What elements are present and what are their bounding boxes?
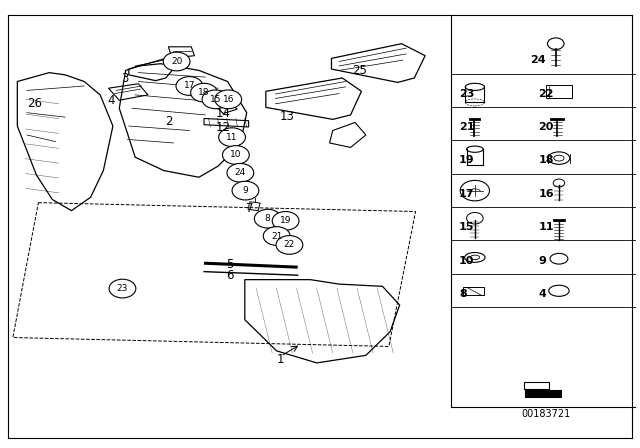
Text: 11: 11 [227,133,238,142]
Text: 9: 9 [243,186,248,195]
Text: 10: 10 [459,255,474,266]
Text: 24: 24 [531,55,546,65]
Text: 15: 15 [210,95,221,104]
Text: 26: 26 [27,97,42,110]
Circle shape [272,211,299,230]
Circle shape [254,209,281,228]
Text: 2: 2 [165,115,173,128]
Text: 18: 18 [198,88,210,97]
Circle shape [276,236,303,254]
Text: 10: 10 [230,151,242,159]
Text: 14: 14 [216,107,230,120]
Text: 15: 15 [459,222,474,232]
Text: 4: 4 [108,94,115,107]
Text: 1: 1 [276,353,284,366]
Text: 19: 19 [459,155,474,165]
Text: 19: 19 [280,216,291,225]
Text: 3: 3 [121,72,128,85]
Circle shape [109,279,136,298]
Text: 16: 16 [539,189,554,199]
Circle shape [263,227,290,246]
Polygon shape [525,390,561,397]
Circle shape [232,181,259,200]
Text: 17: 17 [184,82,195,90]
Circle shape [215,90,242,109]
Text: 20: 20 [539,122,554,132]
Circle shape [163,52,190,71]
Circle shape [223,146,249,164]
Text: 12: 12 [216,121,230,134]
Text: 13: 13 [280,110,294,123]
Circle shape [219,128,246,146]
Text: 00183721: 00183721 [522,409,571,419]
Text: 23: 23 [116,284,128,293]
Circle shape [227,164,253,182]
Text: 11: 11 [539,222,554,232]
Text: 25: 25 [352,64,367,77]
Circle shape [176,77,203,95]
Text: 8: 8 [459,289,467,299]
Circle shape [191,83,218,102]
Text: 8: 8 [265,214,271,223]
Text: 24: 24 [235,168,246,177]
Text: 9: 9 [539,255,547,266]
Text: 4: 4 [539,289,547,299]
Text: 21: 21 [271,232,282,241]
Text: 6: 6 [226,269,233,282]
Text: 22: 22 [539,89,554,99]
Text: 17: 17 [459,189,474,199]
Text: 16: 16 [223,95,234,104]
Text: 22: 22 [284,241,295,250]
Circle shape [202,90,229,109]
Text: 5: 5 [226,258,233,271]
Text: 7: 7 [246,202,253,215]
Text: 20: 20 [171,57,182,66]
Text: 18: 18 [539,155,554,165]
Text: 21: 21 [459,122,474,132]
Text: 23: 23 [459,89,474,99]
